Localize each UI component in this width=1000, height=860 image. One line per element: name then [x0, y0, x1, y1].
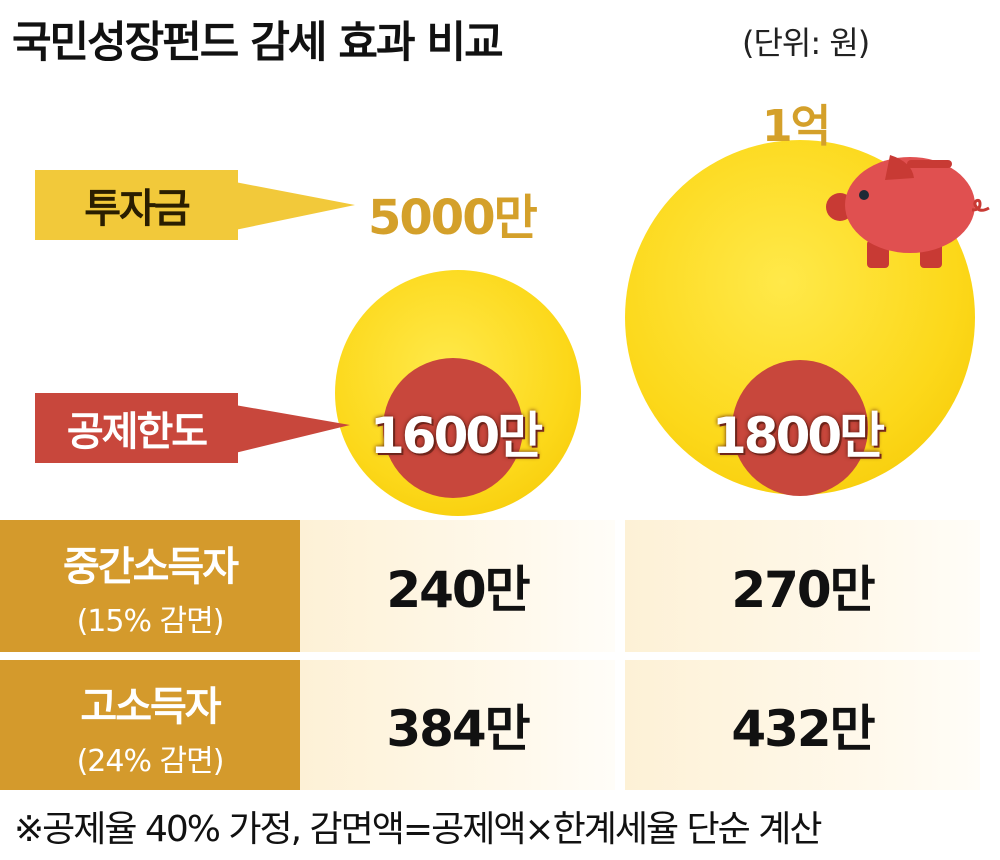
investment-label-1: 1억	[762, 101, 831, 152]
deduction-tag: 공제한도	[35, 393, 238, 463]
investment-tag-pointer	[235, 182, 355, 230]
row-label-sub: (15% 감면)	[76, 604, 225, 639]
row-label-middle-income: 중간소득자 (15% 감면)	[0, 520, 300, 652]
page-title: 국민성장펀드 감세 효과 비교	[12, 18, 504, 68]
row-label-high-income: 고소득자 (24% 감면)	[0, 660, 300, 790]
cell-middle-5000: 240만	[300, 520, 615, 652]
deduction-tag-pointer	[235, 405, 350, 453]
investment-label-0: 5000만	[368, 190, 538, 246]
piggy-bank-icon	[826, 155, 990, 268]
bubble-deduction-0	[383, 358, 523, 498]
deduction-label-1: 1800만	[712, 407, 885, 465]
cell-middle-1eok: 270만	[625, 520, 980, 652]
cell-high-1eok: 432만	[625, 660, 980, 790]
row-label-sub: (24% 감면)	[76, 744, 225, 779]
cell-high-5000: 384만	[300, 660, 615, 790]
unit-label: (단위: 원)	[742, 24, 870, 62]
footnote: ※공제율 40% 가정, 감면액=공제액×한계세율 단순 계산	[14, 809, 822, 850]
bubble-deduction-1	[732, 360, 868, 496]
row-label-title: 고소득자	[80, 684, 221, 730]
row-label-title: 중간소득자	[63, 544, 239, 590]
investment-tag: 투자금	[35, 170, 238, 240]
deduction-label-0: 1600만	[370, 407, 543, 465]
